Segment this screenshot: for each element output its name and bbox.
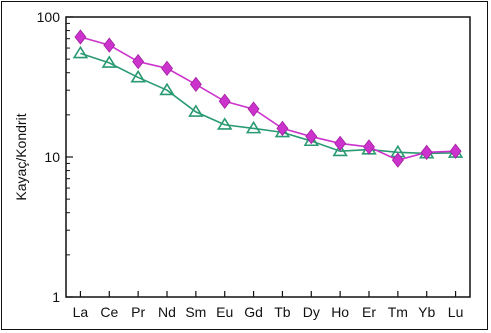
x-tick-label: Sm (185, 304, 206, 320)
x-tick-label: Lu (448, 304, 464, 320)
series-1-point (420, 144, 433, 160)
y-tick-label: 1 (52, 289, 60, 305)
y-tick-label: 10 (44, 149, 60, 165)
x-tick-label: La (73, 304, 89, 320)
series-1-point (74, 29, 87, 45)
series-1-line (80, 36, 456, 161)
series-1-point (247, 101, 260, 117)
y-axis-label: Kayaç/Kondrit (13, 113, 29, 200)
x-tick-label: Tm (388, 304, 408, 320)
y-axis: 1 10 100 (37, 9, 73, 305)
series-1-point (305, 128, 318, 145)
series-2-point (216, 117, 233, 130)
series-1-point (161, 60, 173, 76)
series-1-point (218, 93, 231, 109)
x-tick-label: Ce (100, 304, 118, 320)
series-1-point (103, 37, 116, 53)
series-2-point (245, 120, 262, 134)
x-tick-label: Pr (131, 304, 145, 320)
series-1-point (334, 135, 347, 152)
x-tick-label: Gd (244, 304, 263, 320)
series-1-point (189, 76, 202, 93)
x-tick-label: Er (362, 304, 376, 320)
series-1-point (363, 139, 375, 155)
x-axis: La Ce Pr Nd Sm Eu Gd Tb Dy Ho Er Tm Yb Lu (73, 291, 464, 320)
series-1-point (391, 152, 404, 168)
series-1 (74, 29, 462, 168)
series-layer (72, 29, 464, 168)
series-1-point (449, 143, 462, 159)
series-2 (72, 45, 464, 159)
series-1-point (132, 53, 145, 70)
x-tick-label: Dy (303, 304, 320, 320)
x-tick-label: Yb (418, 304, 435, 320)
series-2-point (159, 82, 175, 96)
chart-frame (1, 1, 488, 330)
series-2-point (188, 104, 204, 117)
series-2-point (332, 143, 348, 157)
series-1-point (276, 120, 289, 137)
series-2-line (80, 52, 456, 155)
x-tick-label: Tb (274, 304, 291, 320)
series-2-point (72, 45, 89, 59)
series-2-point (101, 55, 118, 68)
series-2-point (130, 69, 146, 83)
x-tick-label: Ho (331, 304, 349, 320)
x-tick-label: Nd (158, 304, 176, 320)
x-tick-label: Eu (216, 304, 233, 320)
y-tick-label: 100 (37, 9, 61, 25)
